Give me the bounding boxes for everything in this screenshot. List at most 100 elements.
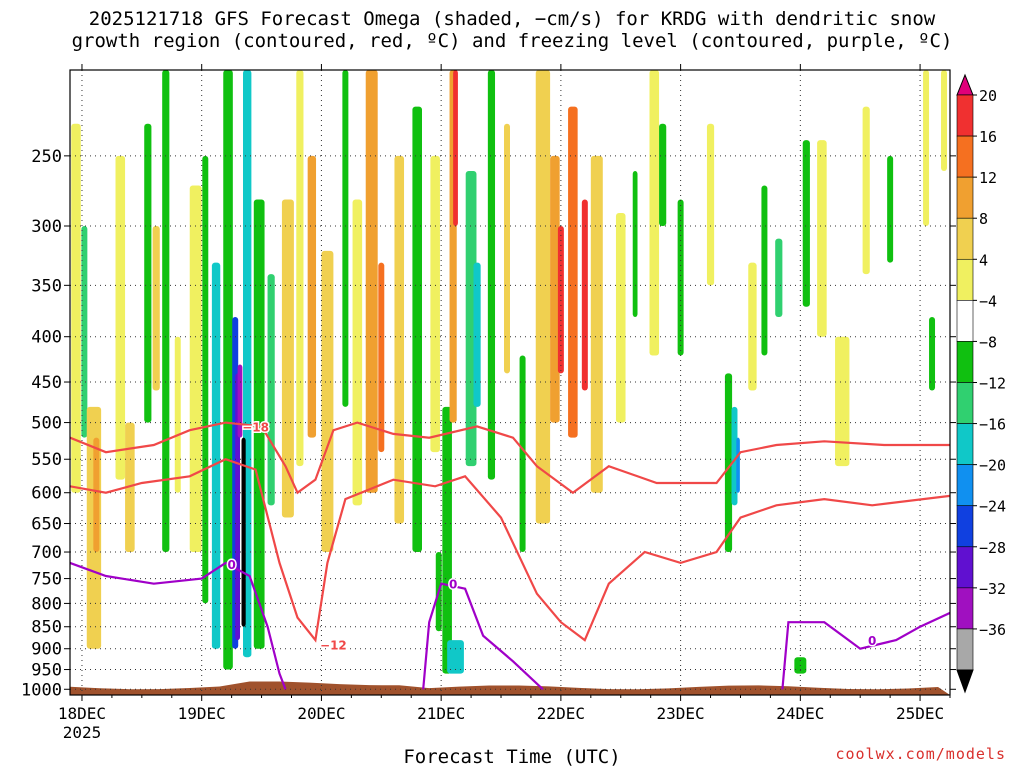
colorbar-label-8: −16 [979, 416, 1006, 434]
y-tick-label-0: 250 [31, 147, 62, 167]
colorbar-label-13: −36 [979, 621, 1006, 639]
x-tick-label-3: 21DEC [417, 704, 465, 723]
freezing-contour-label-0: 0 [227, 558, 235, 572]
omega-cell-51 [731, 406, 738, 506]
freezing-contour-line-0 [70, 561, 287, 690]
omega-cell-43 [590, 155, 603, 493]
freezing-contour-label-1: 0 [449, 578, 457, 592]
y-tick-label-1: 300 [31, 217, 62, 237]
colorbar-label-2: 12 [979, 169, 997, 187]
colorbar-label-5: −4 [979, 292, 997, 310]
y-tick-label-8: 650 [31, 515, 62, 535]
omega-cell-41 [568, 106, 578, 438]
x-tick-label-5: 23DEC [657, 704, 705, 723]
omega-cell-13 [223, 70, 233, 670]
omega-cell-26 [378, 262, 385, 453]
omega-cell-29 [430, 155, 440, 453]
omega-cell-17 [253, 199, 265, 649]
colorbar-label-7: −12 [979, 375, 1006, 393]
y-tick-label-6: 550 [31, 450, 62, 470]
omega-cell-0 [71, 123, 81, 493]
omega-cell-59 [862, 106, 870, 275]
colorbar-label-12: −32 [979, 580, 1006, 598]
colorbar-box-12 [956, 546, 974, 589]
omega-cell-60 [887, 155, 894, 263]
x-tick-label-2: 20DEC [297, 704, 345, 723]
omega-cell-61 [923, 70, 930, 227]
omega-cell-35 [487, 70, 496, 480]
plot-layer: −18 −12 0 0 0 [70, 70, 950, 695]
y-tick-label-9: 700 [31, 543, 62, 563]
omega-cell-49 [706, 123, 715, 286]
dendritic-contour-label-0: −18 [242, 420, 269, 434]
colorbar-top-arrow [956, 73, 974, 96]
omega-cell-27 [394, 155, 405, 524]
colorbar-box-10 [956, 464, 974, 507]
x-tick-sublabel-0: 2025 [63, 723, 102, 742]
colorbar-label-11: −28 [979, 539, 1006, 557]
y-tick-label-3: 400 [31, 328, 62, 348]
omega-cell-53 [748, 262, 757, 391]
omega-cell-38 [535, 70, 551, 524]
freezing-contour-line-1 [422, 582, 544, 691]
omega-cell-1 [81, 226, 88, 438]
omega-cell-10 [189, 185, 202, 553]
omega-cell-22 [321, 250, 334, 553]
colorbar-label-6: −8 [979, 333, 997, 351]
colorbar-box-14 [956, 628, 974, 671]
omega-cell-20 [296, 70, 304, 467]
y-tick-label-13: 900 [31, 640, 62, 660]
omega-cell-66 [447, 640, 464, 674]
colorbar-label-3: 8 [979, 210, 988, 228]
colorbar-label-10: −24 [979, 498, 1006, 516]
omega-cell-46 [649, 70, 660, 356]
x-tick-label-4: 22DEC [537, 704, 585, 723]
colorbar-box-8 [956, 382, 974, 424]
omega-cell-63 [929, 316, 936, 391]
omega-cell-19 [281, 199, 294, 518]
dendritic-contour-line-1 [70, 458, 950, 643]
omega-cell-52 [736, 437, 740, 493]
omega-cell-45 [632, 170, 638, 317]
surface-terrain [70, 681, 950, 695]
omega-cell-42 [581, 199, 588, 391]
omega-cell-44 [615, 212, 626, 423]
chart-title-line-1: 2025121718 GFS Forecast Omega (shaded, −… [88, 8, 936, 30]
colorbar-box-4 [956, 217, 974, 260]
omega-cell-36 [504, 123, 510, 374]
omega-cell-50 [724, 373, 733, 553]
omega-cell-57 [817, 140, 827, 337]
colorbar-box-6 [956, 300, 974, 342]
colorbar-box-9 [956, 423, 974, 465]
omega-cell-4 [115, 155, 126, 480]
omega-cell-7 [152, 226, 160, 391]
omega-cell-30 [442, 406, 452, 674]
chart-title-line-2: growth region (contoured, red, ºC) and f… [71, 30, 953, 52]
omega-cell-28 [412, 106, 422, 553]
colorbar-label-1: 16 [979, 128, 997, 146]
colorbar-box-11 [956, 505, 974, 548]
omega-cell-54 [761, 185, 768, 356]
y-tick-label-4: 450 [31, 373, 62, 393]
omega-cell-62 [941, 70, 948, 171]
omega-cell-3 [93, 437, 100, 553]
omega-cell-37 [519, 355, 526, 553]
omega-cell-39 [550, 155, 560, 423]
dendritic-contour-label-1: −12 [320, 638, 347, 652]
omega-cell-68 [237, 364, 243, 438]
site-credit[interactable]: coolwx.com/models [835, 745, 1006, 763]
omega-cell-11 [202, 155, 209, 604]
omega-cell-21 [307, 155, 317, 438]
colorbar-label-9: −20 [979, 457, 1006, 475]
colorbar-box-2 [956, 135, 974, 178]
omega-cell-8 [162, 70, 170, 553]
y-tick-label-12: 850 [31, 618, 62, 638]
y-tick-label-10: 750 [31, 570, 62, 590]
omega-cell-25 [365, 70, 378, 493]
colorbar-box-7 [956, 341, 974, 383]
freezing-contour-line-2 [781, 611, 950, 690]
omega-cell-56 [802, 140, 810, 307]
omega-cell-23 [342, 70, 349, 407]
omega-cell-40 [557, 226, 564, 374]
y-tick-label-2: 350 [31, 276, 62, 296]
